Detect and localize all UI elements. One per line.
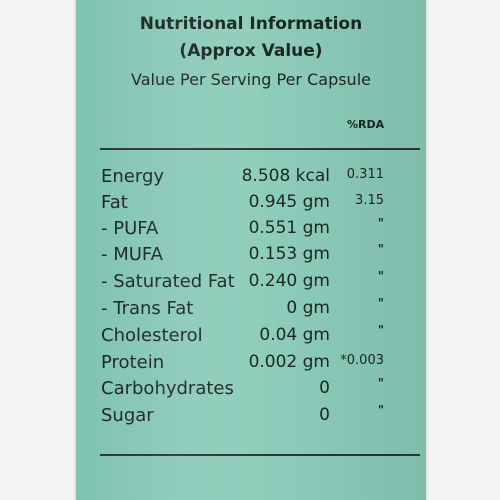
nutrient-value: 8.508 kcal xyxy=(241,166,330,186)
nutrient-value: 0.04 gm xyxy=(259,325,330,345)
nutrient-row-fat: Fat 0.945 gm 3.15 xyxy=(76,192,426,218)
divider-top xyxy=(100,148,420,150)
nutrient-row-pufa: - PUFA 0.551 gm " xyxy=(76,216,426,244)
nutrient-rda: 0.311 xyxy=(346,167,384,182)
nutrient-row-trans-fat: - Trans Fat 0 gm " xyxy=(76,296,426,324)
serving-description: Value Per Serving Per Capsule xyxy=(131,70,371,89)
nutrient-rda: " xyxy=(377,296,384,310)
nutrient-value: 0 xyxy=(319,378,330,398)
nutrient-value: 0 xyxy=(319,405,330,425)
nutrient-value: 0.945 gm xyxy=(248,192,330,212)
label-title: Nutritional Information xyxy=(139,14,363,34)
nutrient-rda: 3.15 xyxy=(355,193,384,208)
nutrient-value: 0.551 gm xyxy=(248,218,330,238)
nutrient-row-mufa: - MUFA 0.153 gm " xyxy=(76,242,426,270)
nutrient-rda: " xyxy=(377,376,384,390)
nutrient-name: Energy xyxy=(101,166,165,187)
nutrient-value: 0 gm xyxy=(286,298,330,318)
nutrient-name: - Saturated Fat xyxy=(101,271,235,292)
nutrient-rda: *0.003 xyxy=(340,353,384,368)
nutrient-rda: " xyxy=(377,216,384,230)
nutrient-value: 0.153 gm xyxy=(248,244,330,264)
label-subtitle: (Approx Value) xyxy=(179,41,323,61)
nutrient-value: 0.002 gm xyxy=(248,352,330,372)
nutrient-name: - PUFA xyxy=(101,218,159,239)
nutrient-name: Fat xyxy=(101,192,128,213)
nutrient-row-protein: Protein 0.002 gm *0.003 xyxy=(76,352,426,378)
nutrient-name: - Trans Fat xyxy=(101,298,194,319)
divider-bottom xyxy=(100,454,420,456)
nutrient-value: 0.240 gm xyxy=(248,271,330,291)
nutrient-row-carbohydrates: Carbohydrates 0 " xyxy=(76,376,426,404)
nutrient-name: Carbohydrates xyxy=(101,378,234,399)
nutrient-row-cholesterol: Cholesterol 0.04 gm " xyxy=(76,323,426,351)
nutrition-label: Nutritional Information (Approx Value) V… xyxy=(76,0,426,500)
nutrient-rda: " xyxy=(377,323,384,337)
nutrient-name: Protein xyxy=(101,352,165,373)
nutrient-row-saturated-fat: - Saturated Fat 0.240 gm " xyxy=(76,269,426,297)
nutrient-rda: " xyxy=(377,269,384,283)
rda-column-header: %RDA xyxy=(347,118,385,131)
nutrient-name: Cholesterol xyxy=(101,325,203,346)
nutrient-rda: " xyxy=(377,242,384,256)
nutrient-row-energy: Energy 8.508 kcal 0.311 xyxy=(76,166,426,192)
nutrient-name: Sugar xyxy=(101,405,154,426)
nutrient-rda: " xyxy=(377,403,384,417)
nutrient-row-sugar: Sugar 0 " xyxy=(76,403,426,431)
nutrient-name: - MUFA xyxy=(101,244,163,265)
